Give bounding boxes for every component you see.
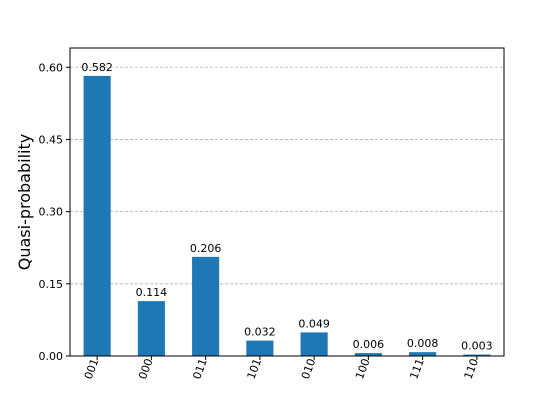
plot-frame <box>69 47 505 357</box>
y-axis: 0.00 0.15 0.30 0.45 0.60 <box>39 61 70 363</box>
x-tick-label: 100 <box>353 357 372 381</box>
data-label-layer: 0.582 0.114 0.206 0.032 0.049 0.006 0.008 0.003 <box>81 61 492 353</box>
x-tick-label: 110 <box>462 357 481 381</box>
y-tick-label: 0.60 <box>39 61 64 74</box>
bar-110 <box>463 354 491 356</box>
bar-011 <box>192 256 220 356</box>
data-label: 0.008 <box>407 337 439 350</box>
bar-111 <box>409 352 437 356</box>
data-label: 0.206 <box>190 242 222 255</box>
data-label: 0.049 <box>298 317 330 330</box>
y-tick-label: 0.30 <box>39 206 64 219</box>
grid-layer <box>70 66 504 285</box>
y-axis-title: Quasi-probability <box>15 134 34 270</box>
x-tick-label: 011 <box>190 357 209 381</box>
y-tick-label: 0.00 <box>39 350 64 363</box>
data-label: 0.114 <box>136 286 168 299</box>
data-label: 0.032 <box>244 326 276 339</box>
x-tick-label: 101 <box>245 357 264 381</box>
bar-000 <box>137 301 165 356</box>
bar-layer <box>83 75 491 356</box>
bar-010 <box>300 332 328 356</box>
data-label: 0.006 <box>353 338 385 351</box>
x-tick-label: 010 <box>299 357 318 381</box>
y-tick-label: 0.45 <box>39 133 64 146</box>
bar-001 <box>83 75 111 356</box>
x-tick-label: 001 <box>82 357 101 381</box>
x-tick-label: 111 <box>407 357 426 381</box>
bar-100 <box>354 353 382 356</box>
x-axis: 001 000 011 101 010 100 111 110 <box>82 356 481 381</box>
data-label: 0.003 <box>461 340 493 353</box>
y-tick-label: 0.15 <box>39 278 64 291</box>
x-tick-label: 000 <box>136 357 155 381</box>
bar-101 <box>246 340 274 356</box>
data-label: 0.582 <box>81 61 113 74</box>
